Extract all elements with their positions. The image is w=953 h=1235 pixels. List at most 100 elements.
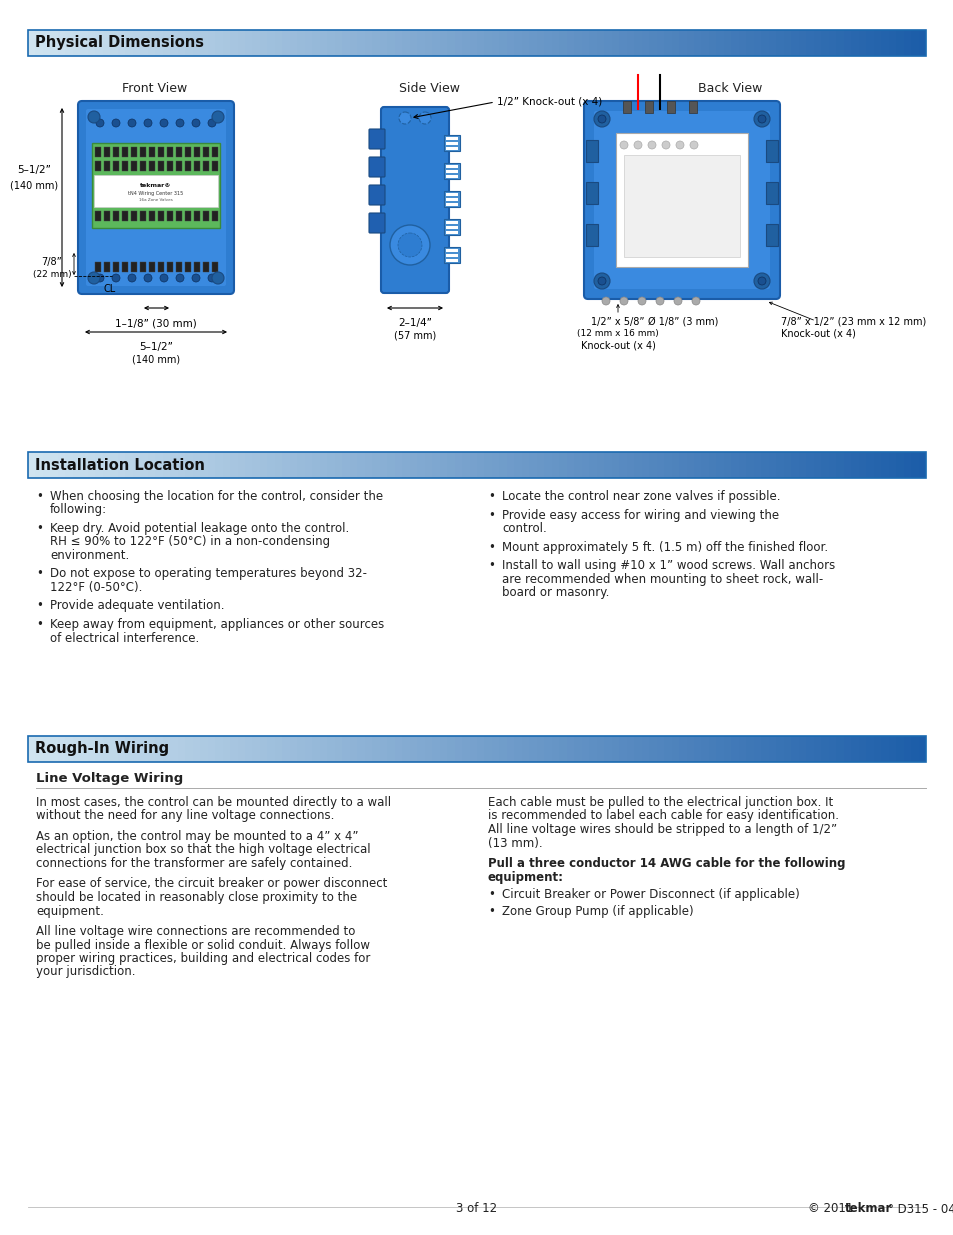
Bar (443, 135, 459, 151)
Text: board or masonry.: board or masonry. (501, 585, 609, 599)
Text: •: • (488, 509, 495, 521)
Bar (35, 452, 44, 478)
FancyBboxPatch shape (78, 101, 233, 294)
Bar (529, 30, 537, 56)
Bar (679, 452, 686, 478)
Bar (111, 452, 118, 478)
Bar (149, 147, 154, 157)
Bar (446, 259, 457, 262)
Bar (739, 452, 746, 478)
Bar (506, 736, 515, 762)
Bar (581, 736, 589, 762)
FancyBboxPatch shape (369, 128, 385, 149)
Bar (51, 30, 58, 56)
Bar (167, 161, 172, 170)
Bar (446, 193, 457, 196)
Bar (461, 452, 470, 478)
Bar (297, 452, 305, 478)
Text: Physical Dimensions: Physical Dimensions (35, 36, 204, 51)
Bar (446, 198, 457, 201)
Bar (446, 231, 457, 233)
Bar (476, 736, 484, 762)
Bar (364, 736, 373, 762)
Bar (112, 147, 119, 157)
Bar (132, 30, 141, 56)
Circle shape (88, 111, 100, 124)
Bar (111, 736, 118, 762)
Bar (148, 736, 155, 762)
Bar (798, 736, 806, 762)
Text: •: • (36, 599, 43, 613)
Bar (342, 736, 350, 762)
Bar (708, 452, 717, 478)
Bar (158, 161, 164, 170)
Bar (790, 736, 799, 762)
Text: All line voltage wire connections are recommended to: All line voltage wire connections are re… (36, 925, 355, 939)
Bar (790, 30, 799, 56)
Bar (558, 30, 567, 56)
Text: Provide adequate ventilation.: Provide adequate ventilation. (50, 599, 224, 613)
Bar (66, 452, 73, 478)
Bar (454, 30, 462, 56)
Bar (416, 30, 425, 56)
Bar (193, 147, 200, 157)
Bar (484, 30, 492, 56)
Text: 16a Zone Valves: 16a Zone Valves (139, 198, 172, 203)
Bar (88, 30, 95, 56)
Bar (58, 30, 66, 56)
Bar (149, 211, 154, 221)
FancyBboxPatch shape (86, 109, 226, 287)
Bar (208, 30, 215, 56)
Bar (581, 30, 589, 56)
Text: 2–1/4”: 2–1/4” (397, 317, 432, 329)
Bar (881, 452, 888, 478)
Bar (305, 736, 313, 762)
Bar (514, 452, 522, 478)
Bar (372, 736, 380, 762)
Bar (805, 736, 814, 762)
Bar (506, 30, 515, 56)
Text: 1/2” x 5/8”: 1/2” x 5/8” (591, 317, 644, 327)
Bar (446, 226, 457, 228)
Bar (175, 211, 182, 221)
Bar (95, 262, 101, 272)
Text: Locate the control near zone valves if possible.: Locate the control near zone valves if p… (501, 490, 780, 503)
Bar (170, 452, 178, 478)
Bar (364, 452, 373, 478)
Bar (597, 30, 604, 56)
Bar (558, 452, 567, 478)
Bar (828, 736, 836, 762)
Bar (776, 30, 783, 56)
Bar (245, 736, 253, 762)
Bar (319, 30, 328, 56)
Bar (881, 736, 888, 762)
Bar (626, 30, 634, 56)
Circle shape (634, 141, 641, 149)
Text: of electrical interference.: of electrical interference. (50, 631, 199, 645)
Bar (356, 736, 365, 762)
FancyBboxPatch shape (583, 101, 780, 299)
Circle shape (758, 277, 765, 285)
Bar (765, 140, 778, 162)
Bar (574, 736, 581, 762)
Bar (700, 736, 709, 762)
Bar (618, 452, 626, 478)
Bar (163, 736, 171, 762)
Bar (597, 736, 604, 762)
Bar (305, 30, 313, 56)
Bar (760, 736, 768, 762)
Bar (28, 30, 925, 56)
Circle shape (208, 274, 215, 282)
Bar (282, 736, 290, 762)
Bar (731, 736, 739, 762)
Text: equipment.: equipment. (36, 904, 104, 918)
Bar (585, 224, 598, 246)
Bar (104, 211, 110, 221)
Bar (335, 736, 342, 762)
Bar (140, 161, 146, 170)
Circle shape (96, 119, 104, 127)
Bar (850, 736, 859, 762)
Text: Back View: Back View (697, 82, 761, 95)
Text: •: • (488, 888, 495, 902)
Bar (203, 147, 209, 157)
